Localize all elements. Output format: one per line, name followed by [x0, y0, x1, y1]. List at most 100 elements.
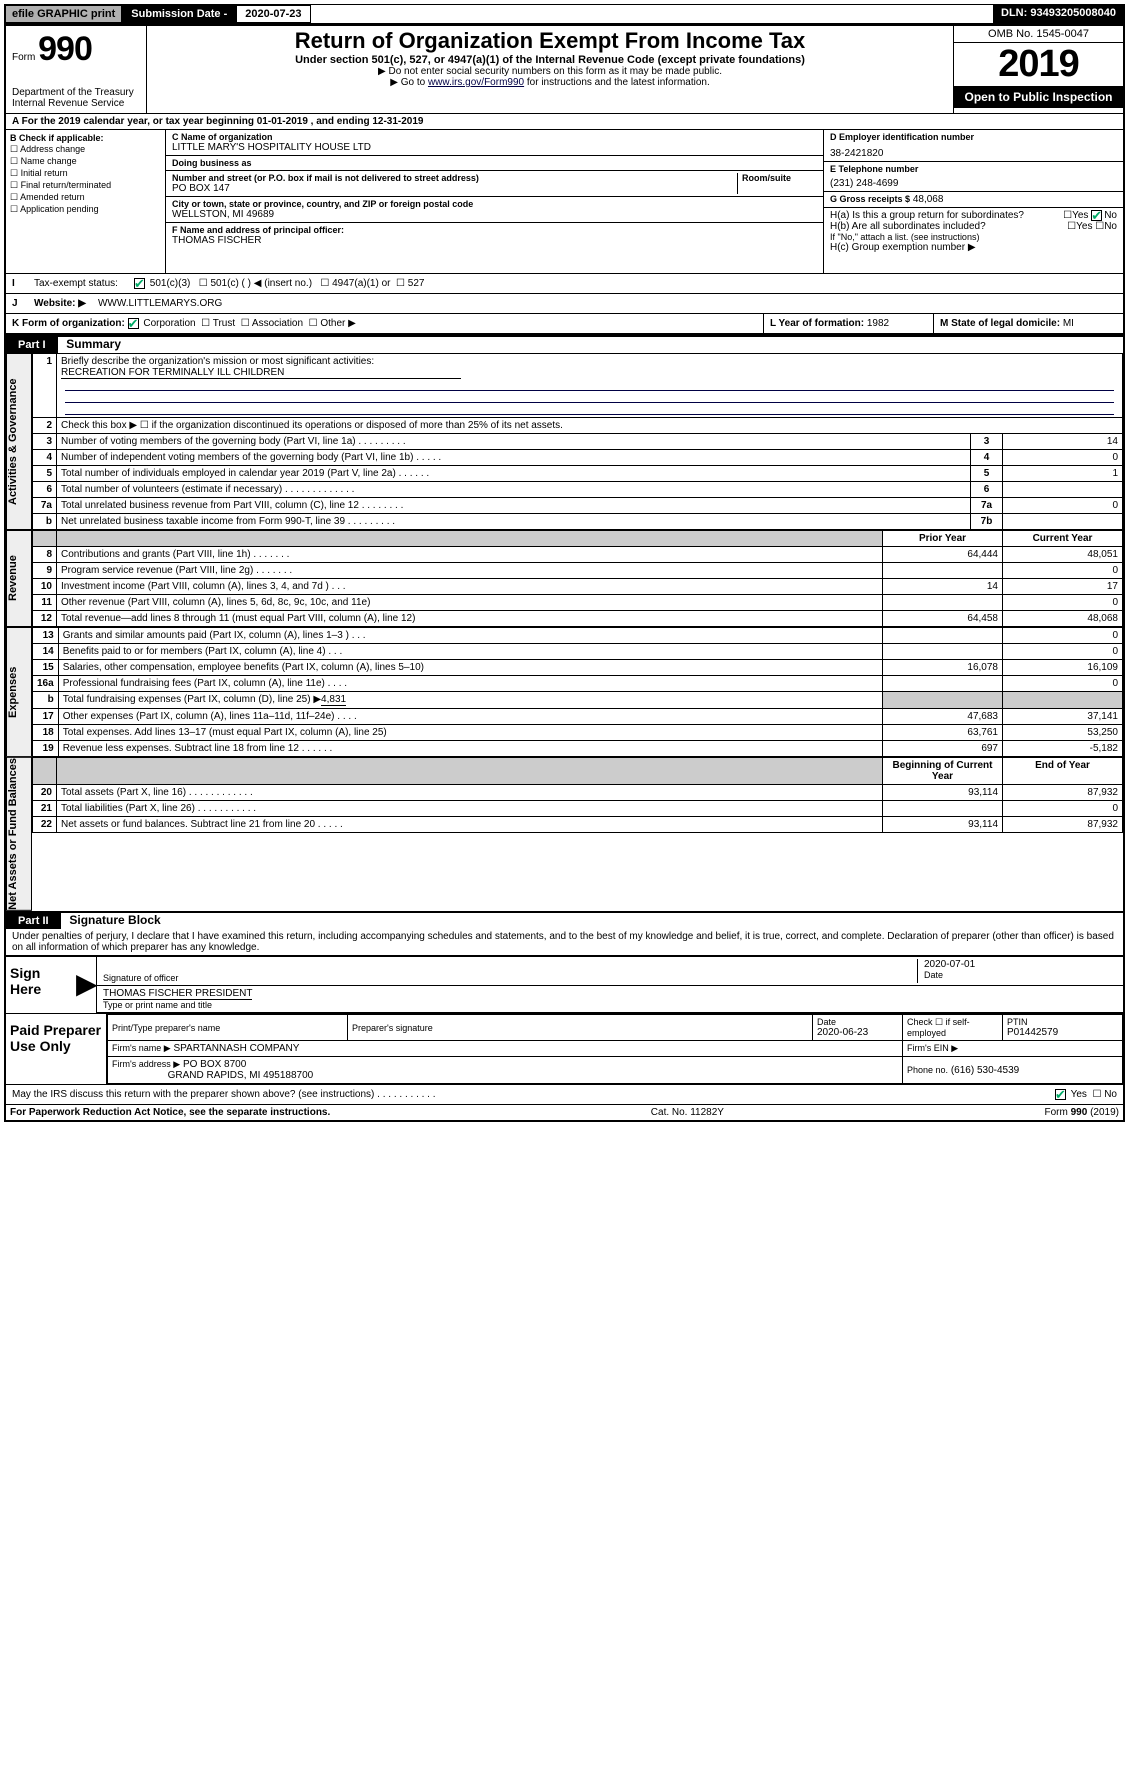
chk-final-return[interactable]: ☐ Final return/terminated — [10, 180, 161, 191]
room-label: Room/suite — [742, 173, 817, 183]
l12: Total revenue—add lines 8 through 11 (mu… — [57, 611, 883, 627]
website-value: WWW.LITTLEMARYS.ORG — [92, 294, 228, 313]
p21 — [883, 801, 1003, 817]
officer-name: THOMAS FISCHER — [172, 235, 817, 246]
l1-value: RECREATION FOR TERMINALLY ILL CHILDREN — [61, 367, 461, 379]
l1-text: Briefly describe the organization's miss… — [61, 356, 374, 367]
chk-app-pending[interactable]: ☐ Application pending — [10, 204, 161, 215]
p8: 64,444 — [883, 547, 1003, 563]
chk-name-change[interactable]: ☐ Name change — [10, 156, 161, 167]
l7b-text: Net unrelated business taxable income fr… — [57, 514, 971, 530]
c17: 37,141 — [1003, 709, 1123, 725]
chk-address-change[interactable]: ☐ Address change — [10, 144, 161, 155]
cat-no: Cat. No. 11282Y — [651, 1107, 724, 1118]
l14: Benefits paid to or for members (Part IX… — [58, 644, 882, 660]
l22: Net assets or fund balances. Subtract li… — [57, 817, 883, 833]
chk-corp[interactable] — [128, 318, 139, 329]
prep-date-label: Date — [817, 1017, 898, 1027]
side-netassets: Net Assets or Fund Balances — [6, 757, 32, 911]
paid-prep-table: Print/Type preparer's name Preparer's si… — [107, 1014, 1123, 1084]
l13: Grants and similar amounts paid (Part IX… — [58, 628, 882, 644]
h-c: H(c) Group exemption number ▶ — [830, 242, 1117, 253]
topbar: efile GRAPHIC print Submission Date - 20… — [4, 4, 1125, 24]
footer: For Paperwork Reduction Act Notice, see … — [6, 1104, 1123, 1120]
h-a: H(a) Is this a group return for subordin… — [830, 210, 1024, 221]
firm-addr2: GRAND RAPIDS, MI 495188700 — [168, 1070, 314, 1081]
dln: DLN: 93493205008040 — [993, 5, 1124, 23]
omb-number: OMB No. 1545-0047 — [954, 26, 1123, 43]
dept1: Department of the Treasury — [12, 87, 152, 98]
submission-label: Submission Date - — [122, 5, 236, 23]
officer-label: F Name and address of principal officer: — [172, 225, 817, 235]
l4-value: 0 — [1003, 450, 1123, 466]
chk-501c3[interactable] — [134, 278, 145, 289]
ein-label: D Employer identification number — [830, 132, 1117, 142]
p15: 16,078 — [883, 660, 1003, 676]
efile-button[interactable]: efile GRAPHIC print — [5, 5, 122, 23]
part-1-header: Part I Summary — [6, 335, 1123, 353]
p16a — [883, 676, 1003, 692]
l18: Total expenses. Add lines 13–17 (must eq… — [58, 725, 882, 741]
l16b: Total fundraising expenses (Part IX, col… — [58, 692, 882, 709]
c19: -5,182 — [1003, 741, 1123, 757]
chk-amended[interactable]: ☐ Amended return — [10, 192, 161, 203]
note-post: for instructions and the latest informat… — [527, 77, 710, 88]
p18: 63,761 — [883, 725, 1003, 741]
website-label: Website: ▶ — [28, 294, 92, 313]
l3-text: Number of voting members of the governin… — [57, 434, 971, 450]
ptin-label: PTIN — [1007, 1017, 1118, 1027]
period-end: 12-31-2019 — [372, 116, 423, 127]
p14 — [883, 644, 1003, 660]
c15: 16,109 — [1003, 660, 1123, 676]
dept-treasury: Department of the Treasury Internal Reve… — [12, 87, 152, 109]
l10: Investment income (Part VIII, column (A)… — [57, 579, 883, 595]
p11 — [883, 595, 1003, 611]
p10: 14 — [883, 579, 1003, 595]
l3-value: 14 — [1003, 434, 1123, 450]
period-a: A For the 2019 calendar year, or tax yea… — [12, 116, 257, 127]
c18: 53,250 — [1003, 725, 1123, 741]
org-name: LITTLE MARY'S HOSPITALITY HOUSE LTD — [172, 142, 817, 153]
city-label: City or town, state or province, country… — [172, 199, 817, 209]
c10: 17 — [1003, 579, 1123, 595]
l8: Contributions and grants (Part VIII, lin… — [57, 547, 883, 563]
h-a-answer: ☐Yes No — [1063, 210, 1117, 221]
discuss-row: May the IRS discuss this return with the… — [6, 1084, 1123, 1104]
l15: Salaries, other compensation, employee b… — [58, 660, 882, 676]
gross-label: G Gross receipts $ — [830, 194, 910, 204]
part-1-bar: Part I — [6, 337, 58, 353]
l5-text: Total number of individuals employed in … — [57, 466, 971, 482]
c21: 0 — [1003, 801, 1123, 817]
sig-name-label: Type or print name and title — [103, 1000, 1117, 1010]
form-ref: Form 990 (2019) — [1045, 1107, 1119, 1118]
p9 — [883, 563, 1003, 579]
period-begin: 01-01-2019 — [257, 116, 308, 127]
l7a-value: 0 — [1003, 498, 1123, 514]
box-b-header: B Check if applicable: — [10, 133, 161, 143]
note-ssn: ▶ Do not enter social security numbers o… — [155, 66, 945, 77]
irs-link[interactable]: www.irs.gov/Form990 — [428, 77, 524, 88]
c22: 87,932 — [1003, 817, 1123, 833]
domicile-label: M State of legal domicile: — [940, 318, 1060, 329]
p22: 93,114 — [883, 817, 1003, 833]
side-expenses: Expenses — [6, 627, 32, 757]
arrow-icon: ▶ — [76, 957, 96, 1013]
year-form-value: 1982 — [867, 318, 889, 329]
form-title: Return of Organization Exempt From Incom… — [155, 28, 945, 54]
prep-self: Check ☐ if self-employed — [907, 1017, 998, 1038]
title-block: Return of Organization Exempt From Incom… — [146, 26, 953, 113]
revenue-table: Prior YearCurrent Year 8Contributions an… — [32, 530, 1123, 627]
hdr-beginning: Beginning of Current Year — [883, 758, 1003, 785]
l7a-text: Total unrelated business revenue from Pa… — [57, 498, 971, 514]
part-2-header: Part II Signature Block — [6, 911, 1123, 929]
expenses-table: 13Grants and similar amounts paid (Part … — [32, 627, 1123, 757]
right-column: D Employer identification number 38-2421… — [823, 130, 1123, 273]
hdr-prior: Prior Year — [883, 531, 1003, 547]
l19: Revenue less expenses. Subtract line 18 … — [58, 741, 882, 757]
declaration-text: Under penalties of perjury, I declare th… — [6, 929, 1123, 955]
l16a: Professional fundraising fees (Part IX, … — [58, 676, 882, 692]
part-2-title: Signature Block — [63, 911, 166, 929]
open-public: Open to Public Inspection — [954, 86, 1123, 108]
chk-discuss-yes[interactable] — [1055, 1089, 1066, 1100]
chk-initial-return[interactable]: ☐ Initial return — [10, 168, 161, 179]
